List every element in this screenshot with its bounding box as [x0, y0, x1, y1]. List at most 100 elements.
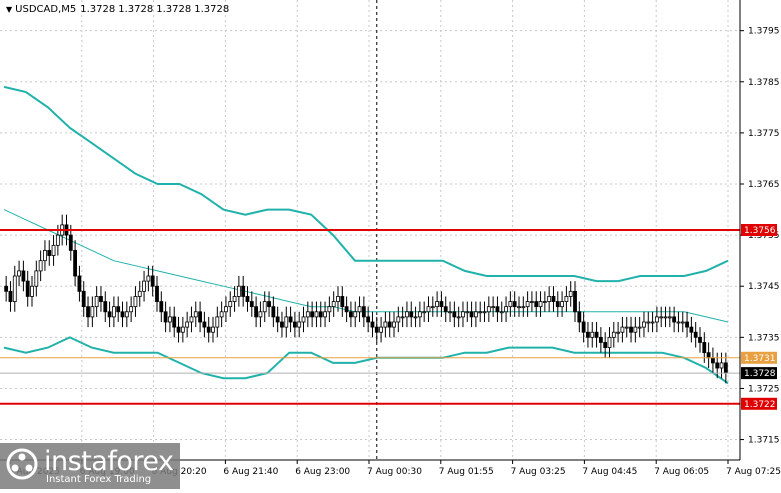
candle-body	[396, 316, 401, 323]
candle-body	[349, 311, 353, 318]
candle-body	[568, 290, 573, 297]
band-lower	[3, 336, 729, 385]
triangle-down-icon[interactable]: ▼	[6, 5, 13, 14]
candle-body	[590, 331, 595, 338]
candle-body	[517, 306, 521, 309]
candle-body	[417, 311, 422, 318]
close-value: 1.3728	[194, 4, 230, 15]
price-levels	[0, 229, 740, 405]
time-tick-label: 7 Aug 06:05	[654, 467, 709, 477]
time-tick-label: 7 Aug 03:25	[511, 467, 566, 477]
candle-body	[90, 306, 95, 318]
candle-body	[512, 301, 517, 308]
high-value: 1.3728	[118, 4, 154, 15]
time-tick-label: 6 Aug 23:00	[295, 467, 350, 477]
candle-body	[542, 301, 547, 303]
candle-body	[103, 301, 108, 313]
globe-icon	[6, 448, 38, 480]
candle-body	[573, 290, 577, 313]
candle-body	[107, 311, 112, 318]
candle-body	[387, 321, 392, 328]
candle-body	[120, 311, 125, 318]
candle-body	[702, 342, 707, 354]
candle-body	[508, 301, 513, 308]
level-tag	[741, 351, 777, 364]
candle-body	[504, 306, 508, 313]
candle-body	[473, 311, 478, 318]
candle-body	[405, 311, 409, 318]
time-tick-label: 7 Aug 01:55	[439, 467, 494, 477]
candle-body	[228, 301, 233, 308]
candle-body	[198, 311, 202, 323]
candle-body	[486, 306, 491, 313]
candle-body	[232, 296, 237, 302]
candle-body	[594, 331, 599, 338]
candle-body	[73, 250, 78, 277]
candle-body	[495, 306, 500, 313]
candle-body	[310, 311, 315, 318]
candle-body	[478, 311, 483, 314]
candle-body	[663, 316, 668, 319]
candle-body	[633, 326, 638, 333]
candle-body	[94, 296, 99, 308]
candle-body	[262, 301, 267, 313]
candle-body	[538, 301, 543, 308]
candle-body	[111, 306, 116, 318]
candle-body	[482, 311, 487, 314]
candle-body	[620, 326, 625, 333]
level-tag-label: 1.3731	[744, 354, 776, 364]
candle-body	[637, 326, 642, 329]
time-tick-label: 7 Aug 04:45	[582, 467, 637, 477]
candle-body	[344, 306, 349, 313]
candle-body	[361, 306, 366, 318]
candle-body	[676, 321, 681, 324]
candle-body	[383, 321, 388, 328]
candle-body	[629, 326, 633, 333]
candle-body	[17, 270, 21, 277]
candle-body	[172, 316, 177, 328]
candle-body	[68, 234, 73, 251]
candle-body	[176, 326, 181, 333]
candle-body	[685, 321, 689, 328]
time-tick-label: 7 Aug 00:30	[367, 467, 422, 477]
candle-body	[547, 296, 552, 302]
candle-body	[51, 244, 56, 256]
candle-body	[723, 362, 728, 374]
chart-header: ▼ USDCAD,M5 1.3728 1.3728 1.3728 1.3728	[6, 4, 232, 15]
candle-body	[185, 321, 190, 328]
symbol-label: USDCAD,M5	[15, 4, 77, 15]
candle-body	[598, 336, 603, 343]
candle-body	[435, 301, 440, 308]
candle-body	[215, 316, 220, 328]
level-tag	[741, 397, 777, 410]
candle-body	[469, 311, 474, 318]
candle-body	[292, 321, 297, 328]
candle-body	[219, 311, 224, 318]
candle-body	[81, 290, 86, 308]
candle-body	[254, 306, 259, 318]
candle-body	[491, 306, 496, 309]
logo-graphic	[0, 443, 180, 489]
candle-body	[409, 311, 414, 318]
candle-body	[430, 306, 435, 309]
candle-body	[525, 301, 530, 308]
candle-body	[461, 311, 465, 318]
price-tick-label: 1.3755	[748, 231, 780, 241]
candle-body	[357, 306, 362, 313]
candle-body	[650, 321, 655, 324]
open-value: 1.3728	[80, 4, 116, 15]
candle-body	[189, 316, 194, 323]
candle-body	[340, 296, 345, 308]
candle-body	[236, 285, 241, 297]
candle-body	[155, 285, 159, 302]
candle-body	[443, 306, 448, 313]
candle-body	[168, 316, 172, 323]
candle-body	[77, 275, 82, 292]
price-tick-label: 1.3725	[748, 384, 780, 394]
time-tick-label: 6 Aug 21:40	[223, 467, 278, 477]
candle-body	[241, 285, 246, 297]
candle-body	[202, 321, 207, 328]
